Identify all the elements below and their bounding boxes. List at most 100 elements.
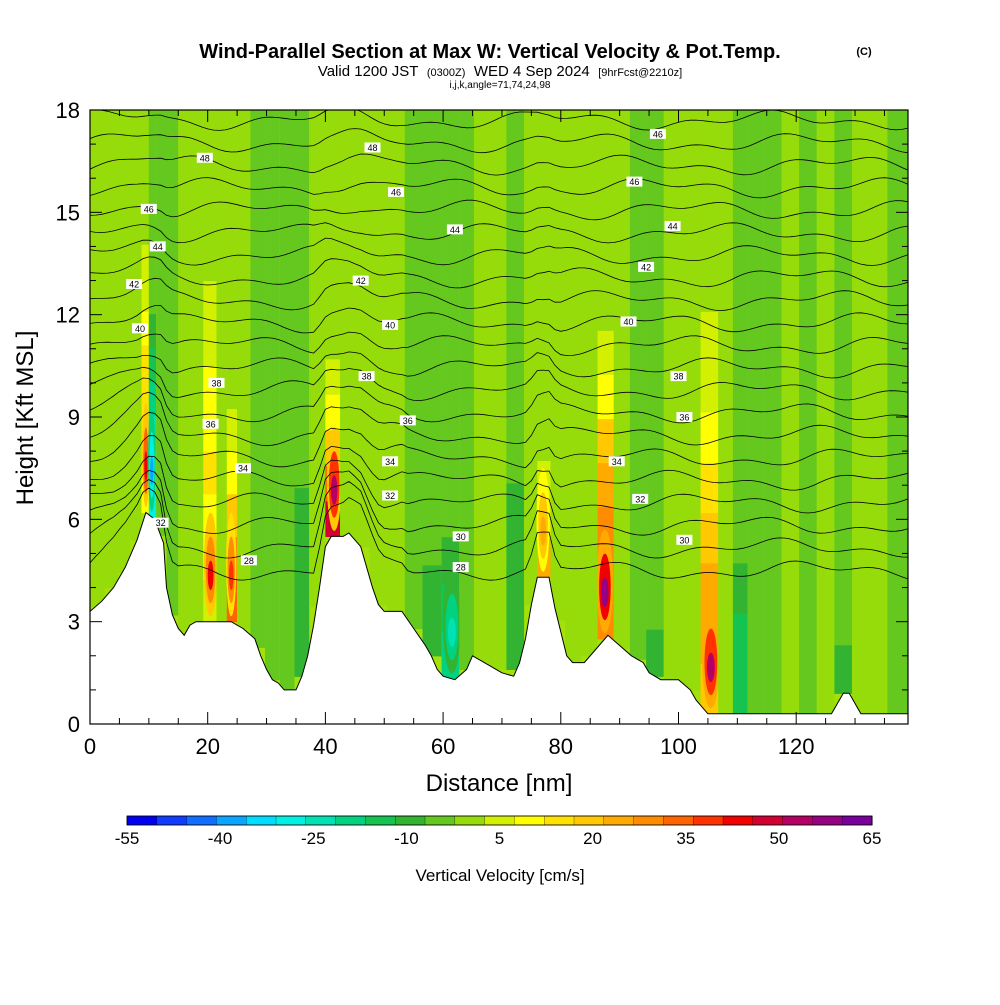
contour-label: 46 (144, 204, 154, 214)
w-cell (118, 533, 130, 573)
w-cell (156, 358, 167, 395)
w-cell (279, 351, 295, 401)
w-cell (550, 407, 566, 451)
w-cell (441, 536, 460, 585)
w-cell (718, 512, 733, 564)
w-cell (178, 372, 191, 418)
w-cell (646, 440, 664, 489)
w-cell (178, 110, 191, 155)
w-cell (629, 110, 647, 157)
w-cell (524, 274, 538, 317)
contour-label: 46 (629, 177, 639, 187)
theta-contour (90, 391, 908, 447)
w-cell (148, 279, 157, 315)
y-tick-label: 0 (68, 712, 80, 737)
w-cell (718, 462, 733, 514)
w-cell (237, 412, 251, 457)
contour-label: 34 (385, 457, 395, 467)
w-cell (506, 389, 525, 437)
contour-label: 38 (362, 372, 372, 382)
w-cell (799, 260, 817, 312)
w-cell (887, 311, 908, 363)
w-cell (369, 522, 388, 564)
w-cell (279, 544, 295, 594)
colorbar-swatch (335, 815, 366, 826)
w-cell (190, 152, 204, 196)
w-cell (488, 622, 507, 670)
w-cell (353, 401, 370, 439)
theta-contour (90, 479, 908, 559)
w-cell (148, 211, 157, 247)
contour-label: 46 (653, 129, 663, 139)
w-cell (613, 199, 630, 246)
w-cell (646, 157, 664, 205)
w-cell (294, 298, 310, 347)
w-cell (104, 388, 118, 429)
contour-label-box (152, 517, 169, 528)
w-cell (104, 508, 118, 549)
w-cell (581, 155, 598, 202)
w-cell (387, 402, 405, 445)
w-cell (404, 455, 423, 500)
w-cell (178, 591, 191, 636)
contour-label-box (649, 128, 666, 139)
theta-contour (90, 128, 908, 154)
w-cell (265, 632, 280, 681)
chart-title-mark: (C) (856, 46, 872, 58)
contour-labels: 28 28 32 32 32 30 30 34 34 34 36 36 36 38 38 38 40 40 40 42… (126, 128, 693, 573)
w-cell (834, 207, 853, 257)
w-cell (216, 237, 227, 282)
w-cell (226, 323, 238, 367)
w-cell (629, 384, 647, 431)
w-cell (834, 304, 853, 354)
w-cell (353, 182, 370, 220)
contour-label-box (382, 490, 399, 501)
w-core (207, 560, 214, 590)
w-cell (718, 361, 733, 413)
subtitle-utc: (0300Z) (427, 67, 466, 79)
w-cell (309, 234, 326, 277)
w-cell (537, 110, 551, 150)
w-cell (340, 110, 354, 146)
w-cell (422, 246, 442, 293)
w-cell (250, 602, 266, 648)
w-cell (474, 201, 489, 249)
w-cell (816, 110, 835, 161)
w-cell (441, 252, 460, 301)
w-cell (681, 496, 701, 546)
w-cell (474, 477, 489, 524)
w-cell (178, 547, 191, 593)
colorbar-tick-label: -10 (394, 829, 419, 848)
w-cell (294, 393, 310, 441)
w-cell (156, 393, 167, 430)
contour-label: 28 (456, 563, 466, 573)
w-cell (129, 396, 142, 433)
y-axis-label: Height [Kft MSL] (12, 331, 39, 506)
w-cell (166, 194, 179, 237)
w-cell (294, 110, 310, 158)
w-cell (816, 462, 835, 514)
colorbar-swatch (216, 815, 247, 826)
contour-label-box (202, 418, 219, 429)
w-cell (763, 160, 782, 212)
w-cell (816, 613, 835, 664)
colorbar-swatch (722, 815, 754, 826)
w-cell (141, 143, 149, 178)
w-cell (90, 482, 105, 525)
y-tick-label: 3 (68, 610, 80, 635)
colorbar-swatch (156, 815, 188, 826)
contour-label-box (399, 415, 416, 426)
w-cell (422, 155, 442, 202)
w-cell (474, 431, 489, 478)
w-cell (190, 280, 204, 324)
w-cell (129, 432, 142, 469)
w-cell (279, 110, 295, 159)
w-cell (629, 201, 647, 248)
w-cell (422, 110, 442, 157)
w-cell (369, 192, 388, 235)
w-cell (369, 357, 388, 400)
w-cell (834, 255, 853, 305)
w-cell (718, 663, 733, 715)
w-cell (700, 110, 719, 161)
w-cell (203, 237, 217, 282)
